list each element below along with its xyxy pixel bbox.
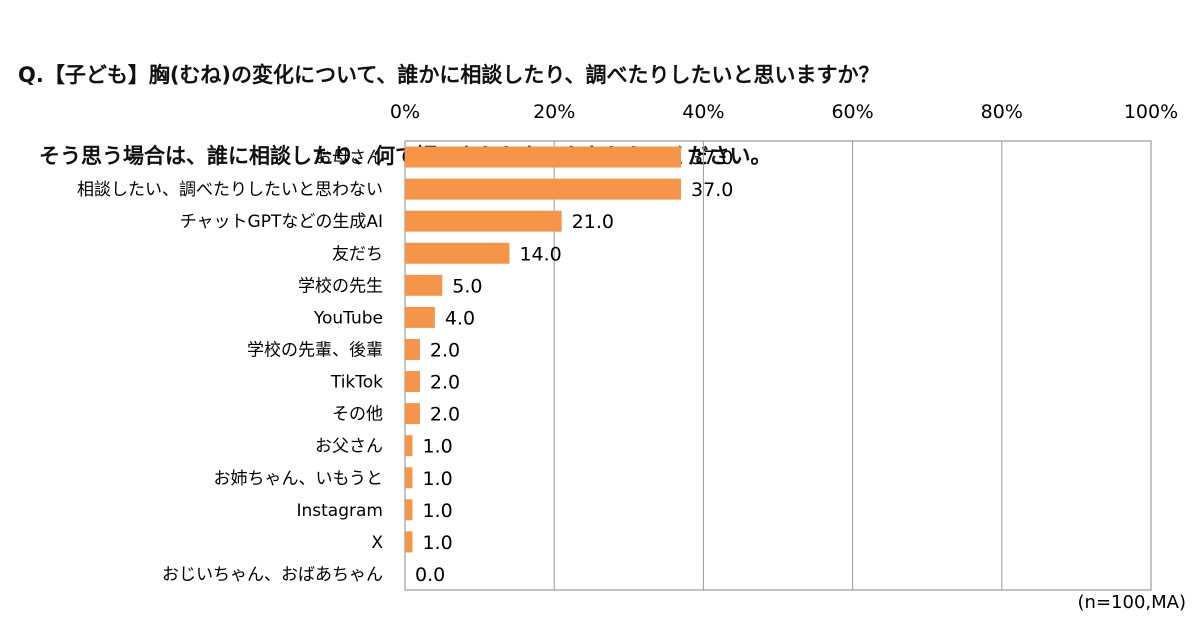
data-label: 1.0 [422, 436, 452, 458]
data-label: 2.0 [430, 372, 460, 394]
category-label: お父さん [315, 437, 383, 457]
plot-frame [404, 140, 1152, 591]
question-line-1: Q.【子ども】胸(むね)の変化について、誰かに相談したり、調べたりしたいと思いま… [18, 63, 880, 87]
data-label: 1.0 [422, 468, 452, 490]
sample-note: (n=100,MA) [1077, 592, 1186, 613]
bar [405, 531, 413, 553]
category-label: その他 [332, 405, 383, 425]
bar [405, 435, 413, 457]
category-label: お姉ちゃん、いもうと [214, 469, 384, 489]
category-label: TikTok [330, 373, 383, 393]
category-label: チャットGPTなどの生成AI [180, 212, 383, 232]
bar [405, 178, 682, 200]
category-label: X [371, 533, 383, 553]
data-label: 2.0 [430, 339, 460, 361]
data-label: 1.0 [422, 500, 452, 522]
category-label: 相談したい、調べたりしたいと思わない [77, 180, 383, 200]
bar [405, 242, 510, 264]
data-label: 5.0 [452, 275, 482, 297]
data-label: 2.0 [430, 404, 460, 426]
data-label: 37.0 [691, 147, 733, 169]
bar [405, 338, 420, 360]
bar [405, 371, 420, 393]
data-label: 37.0 [691, 179, 733, 201]
bar [405, 403, 420, 425]
bar [405, 306, 435, 328]
x-tick-label: 0% [390, 101, 420, 123]
x-tick-label: 60% [831, 101, 873, 123]
bar [405, 274, 443, 296]
category-label: Instagram [297, 501, 384, 521]
category-label: YouTube [313, 308, 383, 328]
category-label: 学校の先生 [298, 276, 383, 296]
x-tick-label: 80% [981, 101, 1023, 123]
data-label: 21.0 [572, 211, 614, 233]
x-tick-label: 20% [533, 101, 575, 123]
bar [405, 210, 562, 232]
category-label: おじいちゃん、おばあちゃん [162, 565, 383, 585]
bar [405, 146, 682, 168]
data-label: 1.0 [422, 532, 452, 554]
bar [405, 467, 413, 489]
category-label: お母さん [315, 148, 383, 168]
bar [405, 499, 413, 521]
category-label: 学校の先輩、後輩 [247, 340, 383, 360]
x-tick-label: 100% [1124, 101, 1178, 123]
data-label: 0.0 [415, 564, 445, 586]
data-label: 4.0 [445, 307, 475, 329]
data-label: 14.0 [519, 243, 561, 265]
category-label: 友だち [332, 244, 383, 264]
x-tick-label: 40% [682, 101, 724, 123]
